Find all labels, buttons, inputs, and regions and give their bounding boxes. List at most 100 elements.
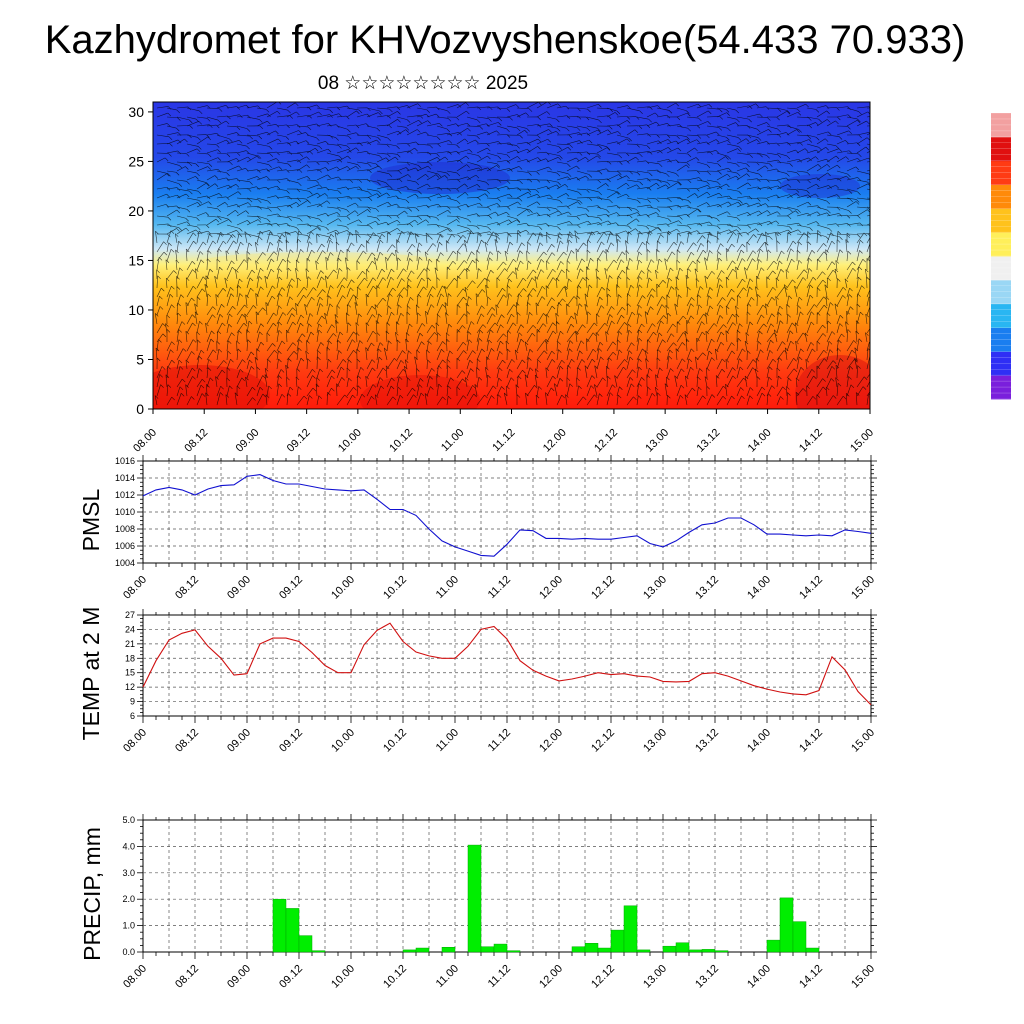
wind-barb-flag <box>189 125 193 129</box>
wind-barb-flag <box>768 186 773 191</box>
wind-barb <box>536 242 541 253</box>
wind-barb <box>396 150 410 154</box>
wind-barb-flag <box>436 113 440 118</box>
wind-barb <box>456 155 467 163</box>
wind-barb <box>166 205 177 208</box>
wind-barb <box>746 103 756 109</box>
wind-barb <box>574 230 578 244</box>
wind-barb <box>586 116 599 121</box>
wind-barb-flag <box>287 142 292 146</box>
wind-barb-flag <box>377 235 382 240</box>
wind-barb <box>336 125 348 130</box>
wind-barb-flag <box>789 208 793 213</box>
wind-barb-flag <box>735 175 740 180</box>
wind-barb-flag <box>298 169 303 173</box>
wind-barb-flag <box>346 115 350 120</box>
wind-barb-flag <box>625 152 630 157</box>
wind-barb <box>756 106 767 109</box>
wind-barb <box>736 212 748 217</box>
wind-barb <box>336 143 348 147</box>
wind-barb <box>836 197 850 200</box>
wind-barb-flag <box>202 241 207 246</box>
wind-barb <box>696 141 707 145</box>
wind-barb <box>746 139 757 145</box>
wind-barb <box>446 219 457 226</box>
wind-barb <box>296 164 307 172</box>
wind-barb <box>376 179 386 183</box>
wind-barb <box>756 220 770 226</box>
wind-barb-flag <box>618 174 622 178</box>
wind-barb-flag <box>398 178 403 183</box>
wind-barb-flag <box>238 233 243 237</box>
wind-barb <box>326 152 340 157</box>
wind-barb-flag <box>616 110 621 115</box>
wind-barb <box>236 168 246 172</box>
wind-barb <box>546 206 557 209</box>
wind-barb <box>266 138 279 145</box>
wind-barb <box>866 143 870 145</box>
wind-barb-flag <box>297 238 302 243</box>
wind-barb <box>356 244 362 253</box>
wind-barb <box>206 215 219 218</box>
wind-barb <box>206 133 217 136</box>
wind-barb <box>486 122 499 127</box>
wind-barb-flag <box>197 202 201 206</box>
wind-barb-flag <box>376 217 380 221</box>
wind-barb <box>776 170 787 174</box>
wind-barb <box>206 193 220 199</box>
wind-barb <box>726 170 738 174</box>
wind-barb-flag <box>715 150 720 154</box>
wind-barb <box>266 110 278 118</box>
wind-barb <box>576 151 587 154</box>
wind-barb <box>706 231 710 244</box>
wind-barb-flag <box>330 233 335 238</box>
shading-blob <box>360 375 480 409</box>
wind-barb <box>156 186 167 190</box>
wind-barb-flag <box>397 111 401 115</box>
wind-barb <box>166 150 178 154</box>
wind-barb <box>256 230 270 235</box>
wind-barb-flag <box>737 201 742 206</box>
wind-barb <box>366 215 377 219</box>
wind-barb <box>456 110 467 118</box>
wind-barb <box>276 204 290 208</box>
wind-barb <box>396 125 406 128</box>
wind-barb-flag <box>776 240 781 244</box>
wind-barb <box>736 125 748 127</box>
wind-barb-flag <box>278 102 282 105</box>
wind-barb-flag <box>206 134 210 138</box>
wind-barb <box>556 240 561 253</box>
wind-barb-flag <box>815 156 819 160</box>
wind-barb <box>716 231 719 244</box>
x-tick-label: 10.00 <box>336 427 364 455</box>
wind-barb <box>756 161 770 164</box>
wind-barb-flag <box>358 197 362 202</box>
wind-barb-flag <box>576 235 580 240</box>
wind-barb <box>846 201 857 208</box>
wind-barb-flag <box>867 207 870 211</box>
wind-barb <box>436 224 450 229</box>
wind-barb <box>746 186 758 190</box>
wind-barb <box>246 215 258 217</box>
wind-barb <box>476 188 487 191</box>
wind-barb-flag <box>445 240 450 244</box>
wind-barb <box>816 119 828 127</box>
wind-barb <box>536 194 550 199</box>
wind-barb <box>616 160 627 163</box>
wind-barb <box>726 116 737 120</box>
wind-barb <box>406 103 418 109</box>
wind-barb <box>196 116 208 119</box>
wind-barb <box>836 130 849 136</box>
wind-barb <box>386 119 398 127</box>
wind-barb-flag <box>516 127 521 132</box>
wind-barb <box>326 143 339 146</box>
wind-barb <box>246 242 250 253</box>
wind-barb-flag <box>686 214 690 218</box>
wind-barb <box>286 197 298 200</box>
wind-barb-flag <box>349 179 354 183</box>
wind-barb-flag <box>735 122 739 126</box>
wind-barb-flag <box>197 190 202 195</box>
wind-barb <box>576 231 590 235</box>
wind-barb-flag <box>745 138 750 142</box>
wind-barb <box>586 205 598 208</box>
